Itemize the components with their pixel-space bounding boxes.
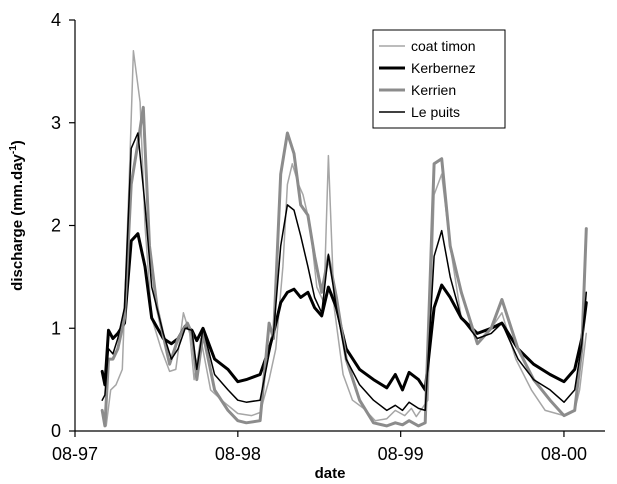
legend-label: Kerbernez (411, 60, 476, 76)
y-tick-label: 2 (51, 216, 61, 236)
x-ticks: 08-97 08-98 08-99 08-00 (52, 431, 587, 464)
series-line-2 (100, 232, 588, 392)
series-line-4 (101, 132, 588, 412)
legend-label: Le puits (411, 104, 460, 120)
y-axis-title-superscript: -1 (8, 145, 19, 154)
y-axis-title-close: ) (9, 140, 26, 145)
y-tick-label: 4 (51, 10, 61, 30)
x-tick-label: 08-98 (215, 444, 261, 464)
y-ticks: 0 1 2 3 4 (51, 10, 75, 441)
x-tick-label: 08-97 (52, 444, 98, 464)
series-line-1 (101, 50, 588, 427)
x-axis-title: date (315, 465, 346, 482)
legend-label: coat timon (411, 38, 476, 54)
y-axis-title: discharge (mm.day-1) (8, 140, 26, 291)
y-tick-label: 0 (51, 421, 61, 441)
legend: coat timon Kerbernez Kerrien Le puits (372, 29, 506, 129)
y-tick-label: 3 (51, 113, 61, 133)
x-tick-label: 08-00 (541, 444, 587, 464)
y-tick-label: 1 (51, 318, 61, 338)
series-layer (100, 50, 588, 428)
legend-items: coat timon Kerbernez Kerrien Le puits (379, 38, 476, 120)
y-axis-title-main: discharge (mm.day (9, 153, 26, 290)
x-tick-label: 08-99 (378, 444, 424, 464)
legend-label: Kerrien (411, 82, 456, 98)
